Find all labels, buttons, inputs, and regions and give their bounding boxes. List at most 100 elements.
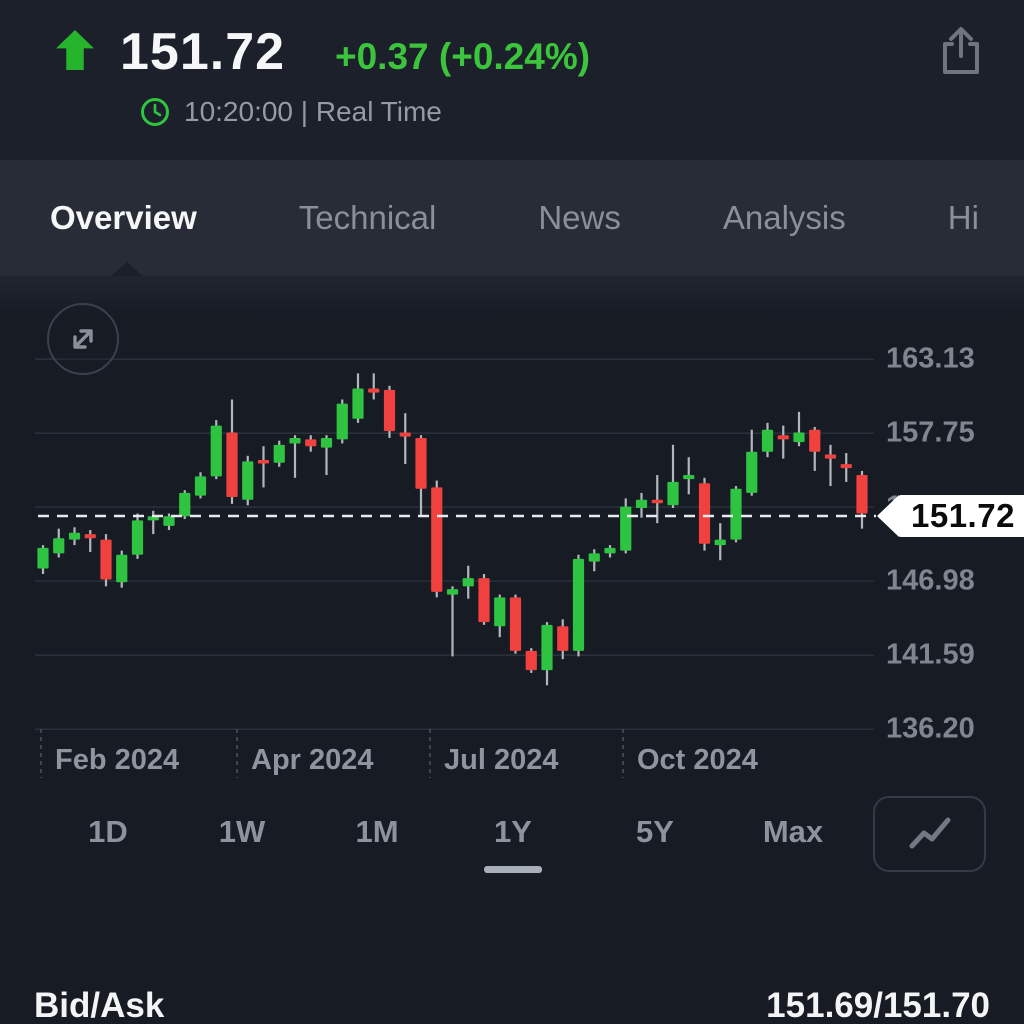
last-price: 151.72: [120, 23, 286, 81]
candle-body-up: [494, 597, 506, 627]
candle-body-down: [856, 475, 868, 514]
tabbar-fade: [0, 276, 1024, 318]
selected-range-underline: [483, 866, 542, 873]
candle-body-up: [352, 388, 364, 419]
candle-body-up: [714, 539, 726, 546]
y-axis-label: 146.98: [886, 564, 975, 597]
candle-wick: [152, 510, 155, 535]
candle-body-up: [746, 451, 758, 493]
active-tab-notch: [110, 262, 144, 277]
candle-body-down: [840, 464, 852, 469]
candle-body-up: [761, 429, 774, 452]
candle-body-down: [84, 534, 96, 539]
x-axis-label: Oct 2024: [637, 744, 758, 776]
tab-news[interactable]: News: [538, 199, 621, 236]
candle-body-down: [415, 437, 427, 489]
line-chart-icon: [909, 817, 950, 849]
candle-body-up: [273, 444, 285, 463]
candle-body-down: [824, 454, 837, 459]
candle-body-up: [667, 481, 679, 506]
share-button[interactable]: [934, 22, 988, 80]
price-change: +0.37 (+0.24%): [335, 36, 591, 77]
tab-technical[interactable]: Technical: [298, 199, 437, 236]
candle-body-up: [462, 578, 474, 587]
candle-body-down: [809, 429, 821, 452]
candle-body-down: [399, 432, 411, 437]
expand-icon: [73, 329, 93, 349]
candle-body-down: [557, 626, 569, 651]
candle-body-up: [446, 589, 459, 595]
range-option-max[interactable]: Max: [762, 814, 824, 849]
candle-body-down: [525, 650, 537, 671]
candle-body-up: [635, 499, 648, 509]
candle-body-up: [131, 520, 144, 555]
candle-body-up: [588, 553, 600, 562]
current-price-tag-arrow: [877, 495, 899, 537]
candle-wick: [325, 435, 328, 476]
candle-body-up: [683, 475, 695, 480]
candle-body-up: [194, 476, 207, 496]
candle-body-down: [777, 435, 789, 440]
x-axis-label: Jul 2024: [444, 744, 559, 776]
share-icon: [943, 27, 979, 74]
candle-body-down: [698, 483, 711, 544]
quote-header: 151.72 +0.37 (+0.24%) 10:20:00 | Real Ti…: [0, 0, 1024, 160]
section-tab-bar: Overview Technical News Analysis Hi: [0, 160, 1024, 276]
candle-wick: [293, 435, 297, 478]
candle-wick: [671, 444, 675, 509]
candle-body-down: [478, 578, 490, 623]
tab-hi[interactable]: Hi: [947, 199, 979, 236]
candle-body-down: [368, 388, 380, 393]
range-option-1w[interactable]: 1W: [218, 814, 266, 849]
clock-icon: [141, 98, 169, 126]
candle-wick: [797, 411, 801, 447]
current-price-tag: 151.72: [898, 495, 1024, 537]
price-up-arrow-icon: [56, 30, 94, 70]
candle-body-up: [53, 538, 65, 554]
candle-wick: [404, 413, 407, 465]
candle-body-up: [242, 461, 254, 500]
range-option-1d[interactable]: 1D: [88, 814, 128, 849]
candle-body-up: [604, 547, 616, 554]
range-selector: 1D 1W 1M 1Y 5Y Max: [0, 806, 1024, 876]
x-axis-label: Feb 2024: [55, 744, 180, 776]
candle-wick: [829, 444, 832, 487]
candle-body-up: [793, 432, 805, 443]
candle-body-down: [305, 439, 317, 447]
candle-body-down: [226, 432, 238, 498]
candle-body-down: [509, 597, 522, 651]
candle-wick: [782, 425, 785, 459]
bid-ask-value: 151.69/151.70: [766, 986, 990, 1024]
candle-wick: [372, 373, 375, 400]
candle-body-up: [336, 403, 348, 440]
candle-wick: [262, 446, 265, 488]
candle-body-up: [541, 624, 553, 671]
candle-body-up: [163, 516, 175, 526]
candle-body-up: [320, 437, 333, 448]
candle-wick: [451, 586, 454, 657]
candle-body-up: [210, 425, 222, 477]
y-axis-label: 136.20: [886, 712, 975, 745]
candle-body-up: [37, 547, 49, 569]
bid-ask-label: Bid/Ask: [34, 986, 165, 1024]
candle-body-up: [68, 532, 81, 540]
range-option-1y[interactable]: 1Y: [483, 814, 542, 873]
candle-body-down: [257, 459, 270, 464]
candle-body-up: [620, 506, 632, 551]
x-axis-label: Apr 2024: [251, 744, 374, 776]
candle-body-down: [651, 499, 663, 504]
expand-chart-button[interactable]: [47, 303, 119, 375]
chart-type-button[interactable]: [873, 796, 986, 872]
candle-body-down: [100, 539, 112, 580]
candle-body-up: [572, 558, 585, 651]
range-option-1m[interactable]: 1M: [355, 814, 399, 849]
candle-body-up: [730, 488, 742, 540]
bid-ask-row: Bid/Ask 151.69/151.70: [0, 986, 1024, 1024]
tab-analysis[interactable]: Analysis: [722, 199, 846, 236]
range-option-5y[interactable]: 5Y: [636, 814, 674, 849]
candle-body-up: [147, 516, 159, 521]
tab-overview[interactable]: Overview: [50, 199, 197, 236]
y-axis-label: 157.75: [886, 416, 975, 449]
candle-body-down: [383, 389, 396, 432]
